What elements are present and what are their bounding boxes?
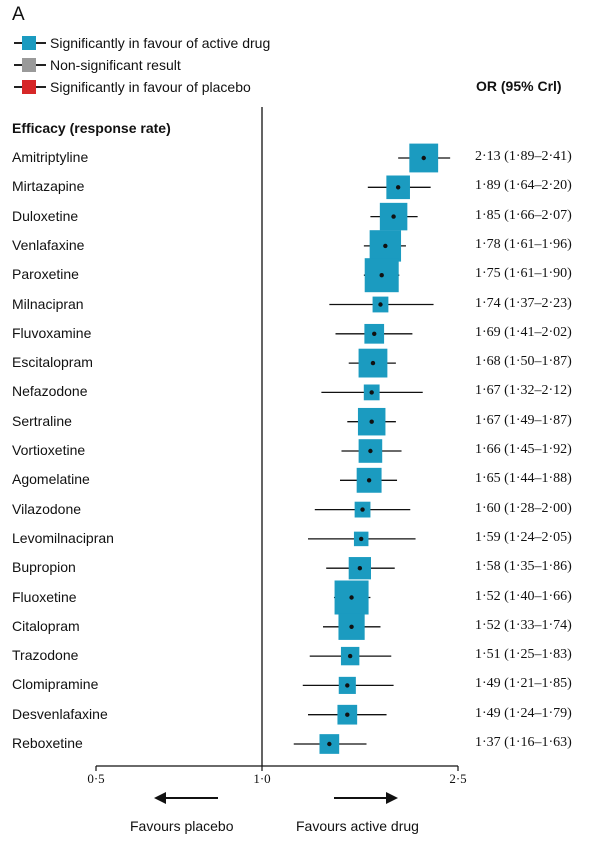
legend-label: Non-significant result bbox=[50, 57, 181, 73]
drug-label: Clomipramine bbox=[12, 676, 99, 693]
estimate-point bbox=[383, 243, 388, 249]
legend-swatch-red bbox=[22, 80, 36, 94]
odds-ratio-value: 1·78 (1·61–1·96) bbox=[475, 236, 572, 252]
drug-label: Trazodone bbox=[12, 647, 79, 664]
odds-ratio-value: 1·75 (1·61–1·90) bbox=[475, 266, 572, 282]
odds-ratio-value: 1·59 (1·24–2·05) bbox=[475, 529, 572, 545]
legend-item-significant-placebo: Significantly in favour of placebo bbox=[14, 78, 251, 96]
drug-label: Paroxetine bbox=[12, 266, 79, 283]
odds-ratio-value: 1·58 (1·35–1·86) bbox=[475, 559, 572, 575]
drug-label: Bupropion bbox=[12, 559, 76, 576]
odds-ratio-value: 1·68 (1·50–1·87) bbox=[475, 354, 572, 370]
odds-ratio-value: 1·60 (1·28–2·00) bbox=[475, 500, 572, 516]
odds-ratio-value: 1·69 (1·41–2·02) bbox=[475, 324, 572, 340]
section-label: Efficacy (response rate) bbox=[12, 120, 171, 136]
estimate-point bbox=[369, 390, 374, 395]
estimate-point bbox=[379, 273, 384, 278]
drug-label: Vortioxetine bbox=[12, 442, 86, 458]
odds-ratio-value: 1·65 (1·44–1·88) bbox=[475, 471, 572, 487]
estimate-point bbox=[370, 360, 376, 366]
odds-ratio-value: 1·85 (1·66–2·07) bbox=[475, 207, 572, 223]
odds-ratio-value: 1·49 (1·24–1·79) bbox=[475, 705, 572, 721]
odds-ratio-value: 1·74 (1·37–2·23) bbox=[475, 295, 572, 311]
estimate-point bbox=[347, 653, 353, 659]
estimate-point bbox=[378, 302, 383, 307]
drug-label: Desvenlafaxine bbox=[12, 705, 108, 722]
legend-swatch-blue bbox=[22, 36, 36, 50]
drug-label: Fluvoxamine bbox=[12, 324, 92, 341]
estimate-point bbox=[372, 331, 377, 336]
estimate-point bbox=[366, 478, 372, 483]
estimate-point bbox=[349, 595, 354, 600]
drug-label: Amitriptyline bbox=[12, 149, 89, 165]
odds-ratio-value: 1·67 (1·49–1·87) bbox=[475, 412, 572, 428]
estimate-point bbox=[358, 536, 364, 542]
estimate-point bbox=[327, 741, 332, 747]
drug-label: Milnacipran bbox=[12, 295, 84, 312]
legend-item-non-significant: Non-significant result bbox=[14, 56, 181, 74]
estimate-point bbox=[349, 624, 354, 629]
drug-label: Mirtazapine bbox=[12, 178, 85, 195]
estimate-point bbox=[368, 448, 373, 454]
legend-item-significant-active: Significantly in favour of active drug bbox=[14, 34, 270, 52]
legend-swatch-grey bbox=[22, 58, 36, 72]
drug-label: Fluoxetine bbox=[12, 588, 77, 605]
drug-label: Levomilnacipran bbox=[12, 529, 114, 546]
legend-label: Significantly in favour of placebo bbox=[50, 79, 251, 95]
panel-label: A bbox=[12, 4, 25, 25]
odds-ratio-value: 1·66 (1·45–1·92) bbox=[475, 442, 572, 457]
x-tick-label: 2·5 bbox=[449, 771, 466, 786]
estimate-point bbox=[395, 185, 401, 190]
x-tick-label: 1·0 bbox=[253, 771, 270, 786]
x-tick-label: 0·5 bbox=[87, 771, 104, 786]
favours-active-arrowhead bbox=[386, 792, 398, 804]
estimate-point bbox=[345, 683, 350, 688]
drug-label: Citalopram bbox=[12, 617, 80, 634]
drug-label: Vilazodone bbox=[12, 500, 82, 517]
favours-placebo-label: Favours placebo bbox=[130, 818, 234, 834]
odds-ratio-value: 1·37 (1·16–1·63) bbox=[475, 735, 572, 750]
estimate-point bbox=[345, 712, 350, 717]
estimate-point bbox=[421, 155, 426, 161]
estimate-point bbox=[360, 507, 365, 512]
drug-label: Venlafaxine bbox=[12, 236, 85, 253]
estimate-point bbox=[357, 566, 363, 571]
odds-ratio-value: 1·51 (1·25–1·83) bbox=[475, 647, 572, 663]
drug-label: Nefazodone bbox=[12, 383, 88, 400]
drug-label: Escitalopram bbox=[12, 354, 93, 371]
favours-active-label: Favours active drug bbox=[296, 818, 419, 834]
drug-label: Reboxetine bbox=[12, 735, 83, 751]
or-column-header: OR (95% Crl) bbox=[476, 78, 562, 94]
estimate-point bbox=[391, 214, 396, 219]
drug-label: Duloxetine bbox=[12, 207, 79, 224]
odds-ratio-value: 1·52 (1·33–1·74) bbox=[475, 617, 572, 633]
odds-ratio-value: 1·49 (1·21–1·85) bbox=[475, 676, 572, 692]
drug-label: Sertraline bbox=[12, 412, 72, 429]
odds-ratio-value: 1·89 (1·64–2·20) bbox=[475, 178, 572, 194]
legend-label: Significantly in favour of active drug bbox=[50, 35, 271, 51]
odds-ratio-value: 2·13 (1·89–2·41) bbox=[475, 149, 572, 164]
drug-label: Agomelatine bbox=[12, 471, 90, 488]
favours-placebo-arrowhead bbox=[154, 792, 166, 804]
odds-ratio-value: 1·52 (1·40–1·66) bbox=[475, 588, 572, 604]
odds-ratio-value: 1·67 (1·32–2·12) bbox=[475, 383, 572, 399]
estimate-point bbox=[369, 419, 374, 424]
